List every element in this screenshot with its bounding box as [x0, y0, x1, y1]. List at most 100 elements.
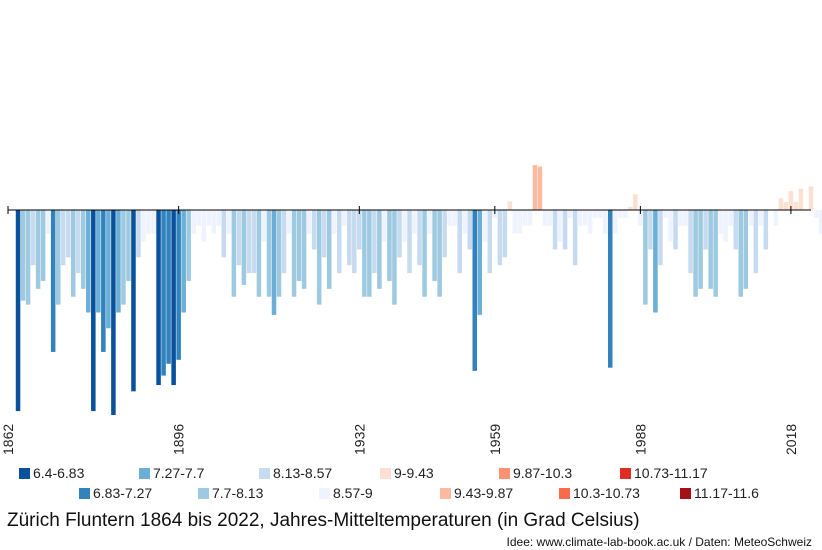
bar-1946 — [427, 210, 432, 234]
bar-1906 — [226, 210, 232, 234]
bar-1897 — [181, 210, 186, 313]
bar-1999 — [693, 210, 698, 297]
legend-label: 8.13-8.57 — [273, 465, 333, 481]
bar-1875 — [70, 210, 76, 297]
bar-1886 — [126, 210, 131, 281]
bar-1914 — [266, 210, 272, 297]
bar-1974 — [567, 210, 573, 218]
bar-1905 — [221, 210, 227, 258]
bar-1956 — [477, 210, 483, 315]
bar-1981 — [602, 210, 608, 234]
bar-1869 — [40, 210, 46, 281]
bar-1880 — [96, 210, 101, 313]
bar-1966 — [527, 210, 533, 226]
bar-1878 — [86, 210, 91, 313]
bar-1980 — [597, 210, 603, 218]
bar-1989 — [643, 210, 648, 305]
bar-1955 — [472, 210, 478, 371]
bar-1867 — [30, 210, 36, 266]
warming-stripes-chart: 1862 1896 1932 1959 1988 2018 — [0, 165, 822, 455]
bar-2000 — [698, 210, 703, 289]
bar-1865 — [20, 210, 26, 301]
bar-1895 — [171, 210, 176, 386]
bar-1967 — [532, 165, 538, 210]
legend-swatch — [680, 487, 691, 499]
bar-1951 — [452, 210, 457, 226]
bar-1892 — [156, 210, 161, 386]
legend-label: 10.3-10.73 — [573, 485, 640, 501]
bar-2020 — [798, 188, 804, 210]
bar-1972 — [557, 210, 563, 242]
bar-1922 — [306, 210, 312, 234]
bar-1947 — [432, 210, 437, 281]
bar-1903 — [211, 210, 217, 234]
legend-item: 7.27-7.7 — [139, 464, 204, 482]
bar-1977 — [582, 210, 588, 226]
legend-swatch — [620, 467, 631, 479]
bar-2012 — [758, 210, 764, 226]
bar-1928 — [336, 210, 342, 274]
bar-1952 — [457, 210, 462, 274]
legend-item: 9-9.43 — [380, 464, 434, 482]
legend-swatch — [499, 467, 510, 479]
bar-1942 — [407, 210, 412, 274]
bar-1912 — [256, 210, 262, 297]
bar-1877 — [81, 210, 86, 289]
legend-label: 6.83-7.27 — [93, 485, 153, 501]
bar-2011 — [753, 210, 759, 274]
bar-1879 — [91, 210, 96, 412]
chart-source: Idee: www.climate-lab-book.ac.uk / Daten… — [506, 535, 812, 549]
bar-1935 — [372, 210, 377, 274]
bar-1993 — [663, 210, 668, 218]
bar-1891 — [151, 210, 156, 234]
bar-1911 — [251, 210, 257, 274]
bar-1950 — [447, 210, 452, 226]
bar-1991 — [653, 210, 658, 313]
bar-1890 — [146, 210, 151, 234]
bar-1997 — [683, 210, 688, 226]
legend-label: 6.4-6.83 — [33, 465, 85, 481]
x-tick-label-1932: 1932 — [351, 424, 367, 455]
bar-2018 — [788, 191, 794, 210]
legend: 6.4-6.83 6.83-7.27 7.27-7.7 7.7-8.13 8.13-8.… — [0, 464, 822, 506]
bar-1979 — [592, 210, 598, 218]
bar-2013 — [763, 210, 769, 250]
x-tick-label-1988: 1988 — [632, 424, 648, 455]
bar-1901 — [201, 210, 206, 242]
bar-2008 — [738, 210, 743, 297]
bar-1964 — [517, 210, 523, 234]
bar-1937 — [382, 210, 387, 242]
bar-1864 — [15, 210, 21, 412]
bar-1915 — [271, 210, 277, 315]
bar-1996 — [678, 210, 683, 226]
bar-1945 — [422, 210, 427, 297]
legend-swatch — [559, 487, 570, 499]
legend-swatch — [380, 467, 391, 479]
legend-item: 6.83-7.27 — [79, 484, 152, 502]
bar-1920 — [296, 210, 302, 281]
legend-item: 10.3-10.73 — [559, 484, 640, 502]
bar-1893 — [161, 210, 166, 376]
legend-label: 11.17-11.6 — [694, 485, 759, 501]
bar-1916 — [276, 210, 282, 297]
bar-1888 — [136, 210, 141, 258]
legend-swatch — [198, 487, 209, 499]
bar-1884 — [116, 210, 121, 313]
bar-1968 — [537, 166, 543, 210]
legend-item: 6.4-6.83 — [19, 464, 84, 482]
bar-1990 — [648, 210, 653, 250]
bar-1930 — [347, 210, 352, 266]
bar-1994 — [668, 210, 673, 242]
bar-2024 — [818, 210, 822, 234]
x-tick-label-1959: 1959 — [487, 424, 503, 455]
bar-1954 — [467, 210, 472, 250]
bar-1986 — [628, 206, 633, 210]
bar-1944 — [417, 210, 422, 266]
bar-1988 — [638, 210, 643, 226]
bar-1985 — [623, 210, 628, 218]
bar-1958 — [487, 210, 493, 274]
bar-1960 — [497, 210, 503, 266]
bar-1941 — [402, 210, 407, 242]
bar-1900 — [196, 210, 201, 226]
legend-swatch — [139, 467, 150, 479]
